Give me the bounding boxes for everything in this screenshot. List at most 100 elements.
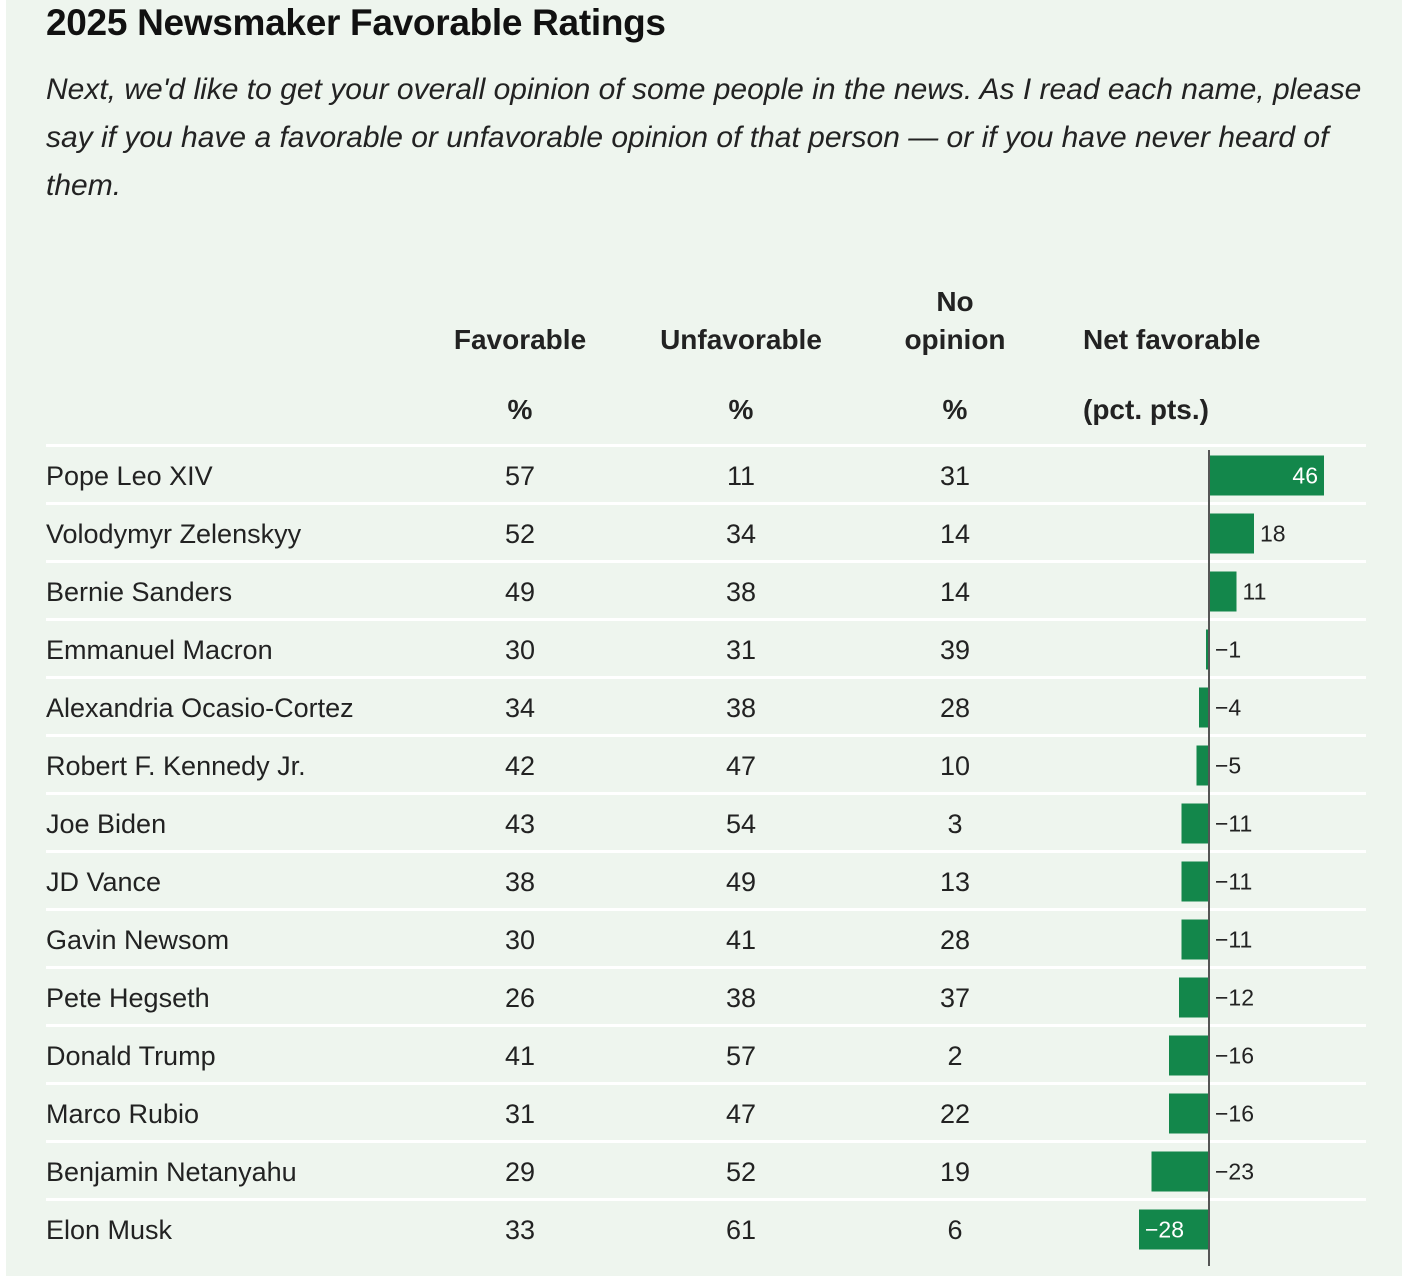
row-name: Alexandria Ocasio-Cortez xyxy=(46,693,354,723)
row-name: Pope Leo XIV xyxy=(46,461,213,491)
row-favorable: 29 xyxy=(504,1157,536,1187)
row-favorable: 49 xyxy=(504,577,536,607)
net-bar xyxy=(1181,803,1209,844)
row-unfavorable: 52 xyxy=(725,1157,757,1187)
table-row: Marco Rubio 31 47 22 xyxy=(46,1082,1366,1143)
row-unfavorable: 49 xyxy=(725,867,757,897)
net-bar xyxy=(1169,1035,1209,1076)
row-favorable: 41 xyxy=(504,1041,536,1071)
table-row: Pope Leo XIV 57 11 31 xyxy=(46,444,1366,505)
net-bar xyxy=(1199,687,1209,728)
table-row: Robert F. Kennedy Jr. 42 47 10 xyxy=(46,734,1366,795)
row-unfavorable: 38 xyxy=(725,983,757,1013)
header-unfavorable: Unfavorable xyxy=(660,324,822,355)
row-no-opinion: 28 xyxy=(939,925,971,955)
row-name: Robert F. Kennedy Jr. xyxy=(46,751,306,781)
row-favorable: 31 xyxy=(504,1099,536,1129)
row-unfavorable: 41 xyxy=(725,925,757,955)
net-bar xyxy=(1169,1093,1209,1134)
row-unfavorable: 47 xyxy=(725,1099,757,1129)
row-favorable: 43 xyxy=(504,809,536,839)
row-no-opinion: 3 xyxy=(947,809,963,839)
row-unfavorable: 47 xyxy=(725,751,757,781)
net-bar xyxy=(1179,977,1209,1018)
row-name: Emmanuel Macron xyxy=(46,635,273,665)
header-favorable-unit: % xyxy=(507,394,533,425)
row-name: Volodymyr Zelenskyy xyxy=(46,519,302,549)
net-bar xyxy=(1196,745,1209,786)
table-row: JD Vance 38 49 13 xyxy=(46,850,1366,911)
table-row: Elon Musk 33 61 6 xyxy=(46,1198,1366,1259)
net-bar xyxy=(1209,513,1254,554)
row-name: Pete Hegseth xyxy=(46,983,210,1013)
net-bar xyxy=(1206,629,1209,670)
row-unfavorable: 57 xyxy=(725,1041,757,1071)
row-favorable: 33 xyxy=(504,1215,536,1245)
row-name: Bernie Sanders xyxy=(46,577,233,607)
row-favorable: 52 xyxy=(504,519,536,549)
net-bar xyxy=(1209,571,1237,612)
table-row: Benjamin Netanyahu 29 52 19 xyxy=(46,1140,1366,1201)
row-favorable: 26 xyxy=(504,983,536,1013)
net-bar-label: −23 xyxy=(1215,1159,1254,1185)
header-unfavorable-unit: % xyxy=(728,394,754,425)
row-unfavorable: 31 xyxy=(725,635,757,665)
net-bar-label: 46 xyxy=(1292,463,1318,489)
net-bar-label: −12 xyxy=(1215,985,1254,1011)
row-no-opinion: 2 xyxy=(947,1041,963,1071)
net-bar-label: −1 xyxy=(1215,637,1241,663)
row-unfavorable: 61 xyxy=(725,1215,757,1245)
row-no-opinion: 14 xyxy=(939,577,971,607)
row-unfavorable: 38 xyxy=(725,577,757,607)
header-no-opinion-line2: opinion xyxy=(904,324,1006,355)
row-no-opinion: 31 xyxy=(939,461,971,491)
row-name: Elon Musk xyxy=(46,1215,173,1245)
header-net-unit: (pct. pts.) xyxy=(1083,394,1209,425)
row-name: Benjamin Netanyahu xyxy=(46,1157,297,1187)
row-no-opinion: 39 xyxy=(939,635,971,665)
row-name: Joe Biden xyxy=(46,809,167,839)
row-no-opinion: 13 xyxy=(939,867,971,897)
row-favorable: 42 xyxy=(504,751,536,781)
net-bar-label: −5 xyxy=(1215,753,1241,779)
row-unfavorable: 38 xyxy=(725,693,757,723)
table-row: Volodymyr Zelenskyy 52 34 14 xyxy=(46,502,1366,563)
net-bar xyxy=(1139,1209,1209,1250)
row-favorable: 57 xyxy=(504,461,536,491)
row-no-opinion: 37 xyxy=(939,983,971,1013)
table-row: Gavin Newsom 30 41 28 xyxy=(46,908,1366,969)
row-no-opinion: 10 xyxy=(939,751,971,781)
header-favorable: Favorable xyxy=(453,324,587,355)
table-row: Joe Biden 43 54 3 xyxy=(46,792,1366,853)
chart-title: 2025 Newsmaker Favorable Ratings xyxy=(46,2,666,43)
table-row: Pete Hegseth 26 38 37 xyxy=(46,966,1366,1027)
row-unfavorable: 11 xyxy=(726,461,756,491)
row-favorable: 30 xyxy=(504,635,536,665)
row-no-opinion: 22 xyxy=(939,1099,971,1129)
net-bar-label: 11 xyxy=(1243,579,1267,605)
table-row: Alexandria Ocasio-Cortez 34 38 28 xyxy=(46,676,1366,737)
net-bar xyxy=(1181,861,1209,902)
row-favorable: 38 xyxy=(504,867,536,897)
row-no-opinion: 19 xyxy=(939,1157,971,1187)
row-name: Gavin Newsom xyxy=(46,925,230,955)
header-no-opinion-unit: % xyxy=(942,394,968,425)
net-bar xyxy=(1151,1151,1209,1192)
net-bar-label: −4 xyxy=(1215,695,1241,721)
net-bar-label: −11 xyxy=(1215,927,1252,953)
header-net-favorable: Net favorable xyxy=(1083,324,1261,355)
net-bar-label: −11 xyxy=(1215,869,1252,895)
net-bar-label: −16 xyxy=(1215,1101,1254,1127)
net-bar-label: −16 xyxy=(1215,1043,1254,1069)
header-no-opinion-line1: No xyxy=(936,286,974,317)
net-bar-label: 18 xyxy=(1260,521,1286,547)
row-name: JD Vance xyxy=(46,867,162,897)
row-favorable: 34 xyxy=(504,693,536,723)
row-name: Marco Rubio xyxy=(46,1099,200,1129)
row-no-opinion: 14 xyxy=(939,519,971,549)
row-unfavorable: 34 xyxy=(725,519,757,549)
net-bar-label: −28 xyxy=(1145,1217,1184,1243)
row-favorable: 30 xyxy=(504,925,536,955)
row-unfavorable: 54 xyxy=(725,809,757,839)
